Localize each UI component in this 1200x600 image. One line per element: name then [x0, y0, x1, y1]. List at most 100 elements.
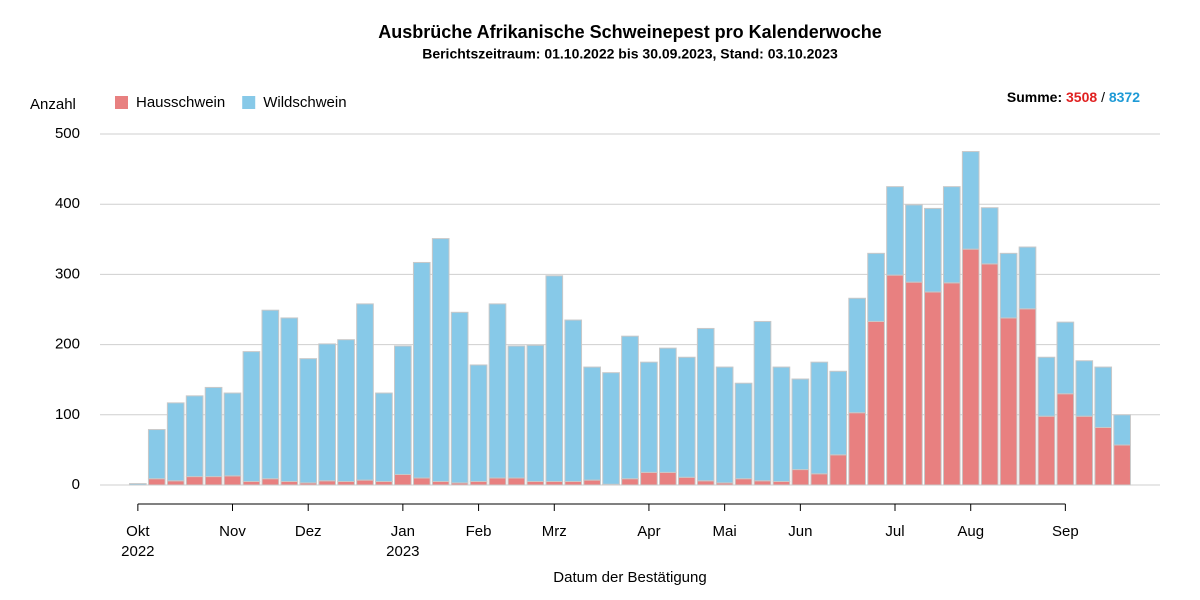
bar-segment — [961, 151, 980, 250]
bar-segment — [848, 297, 866, 414]
bar-segment — [924, 291, 942, 486]
bar-segment — [980, 207, 999, 265]
bar-segment — [848, 412, 866, 486]
x-tick-label-line: Dez — [295, 523, 322, 540]
summary: Summe: 3508 / 8372 — [1007, 89, 1140, 105]
bar-segment — [431, 238, 450, 482]
y-tick-label: 500 — [55, 125, 80, 142]
x-tick-label: Nov — [219, 523, 246, 540]
x-tick-label-line: 2022 — [121, 543, 154, 560]
x-tick-label: Okt 2022 — [121, 523, 154, 560]
bar-segment — [147, 429, 166, 480]
bar-segment — [1056, 393, 1075, 486]
bar-segment — [1037, 415, 1056, 486]
x-tick-label: Jan 2023 — [386, 523, 419, 560]
bar-segment — [223, 475, 242, 486]
bar-segment — [1075, 360, 1094, 417]
y-tick-label: 100 — [55, 406, 80, 423]
bar-segment — [412, 261, 431, 479]
bar-segment — [147, 478, 166, 486]
bar-segment — [602, 372, 620, 485]
x-tick-label: Dez — [295, 523, 322, 540]
bar-segment — [318, 480, 336, 486]
x-tick-label: Feb — [466, 523, 492, 540]
bar-segment — [1075, 415, 1094, 486]
bar-segment — [829, 370, 848, 456]
bar-segment — [280, 317, 299, 482]
x-tick-label-line: 2023 — [386, 543, 419, 560]
bar-segment — [526, 344, 545, 482]
bar-segment — [204, 386, 223, 478]
bar-segment — [450, 311, 469, 484]
x-tick-label: Apr — [637, 523, 660, 540]
bar-segment — [942, 282, 961, 486]
bar-segment — [242, 351, 261, 482]
bar-segment — [867, 320, 885, 486]
bar-segment — [394, 473, 412, 486]
x-tick-label: Jul — [885, 523, 904, 540]
bar-segment — [696, 480, 715, 486]
x-tick-label-line: Jul — [885, 523, 904, 540]
bar-segment — [488, 303, 507, 479]
bar-segment — [696, 327, 715, 482]
y-tick-label: 0 — [72, 476, 80, 493]
bar-segment — [905, 281, 923, 486]
bar-segment — [545, 480, 564, 486]
x-tick-label-line: Jan — [391, 523, 415, 540]
legend-label: Hausschwein — [136, 94, 225, 111]
x-tick-label: Aug — [957, 523, 984, 540]
x-tick-label-line: Sep — [1052, 523, 1079, 540]
bar-segment — [942, 186, 961, 284]
bar-segment — [299, 358, 318, 484]
bar-segment — [640, 361, 658, 473]
x-tick-label-line: Jun — [788, 523, 812, 540]
x-tick-label-line: Okt — [126, 523, 150, 540]
bar-segment — [375, 392, 393, 482]
legend-swatch — [115, 96, 128, 109]
bar-segment — [621, 335, 639, 480]
bar-segment — [356, 303, 374, 481]
bar-segment — [469, 480, 488, 486]
bar-segment — [980, 263, 999, 486]
bar-segment — [659, 347, 677, 473]
bar-segment — [280, 480, 299, 486]
bar-segment — [886, 186, 904, 276]
bar-segment — [564, 480, 583, 486]
bar-segment — [166, 402, 185, 482]
bar-segment — [185, 476, 204, 486]
legend-swatch — [242, 96, 256, 109]
x-axis-label: Datum der Bestätigung — [553, 569, 706, 586]
bar-segment — [337, 339, 355, 482]
y-axis-label: Anzahl — [30, 96, 76, 113]
chart-title: Ausbrüche Afrikanische Schweinepest pro … — [378, 22, 881, 42]
bar-segment — [204, 476, 223, 486]
bar-segment — [564, 319, 583, 482]
bar-segment — [715, 366, 734, 484]
bar-segment — [867, 252, 885, 322]
bar-segment — [1018, 308, 1037, 486]
bar-segment — [583, 479, 601, 486]
bar-segment — [772, 366, 791, 482]
bar-segment — [924, 207, 942, 293]
bar-segment — [242, 480, 261, 486]
bar-segment — [999, 317, 1018, 486]
x-tick-label-line: Nov — [219, 523, 246, 540]
y-tick-label: 300 — [55, 265, 80, 282]
bar-segment — [318, 343, 336, 482]
bar-segment — [1094, 366, 1113, 428]
bar-segment — [488, 477, 507, 486]
x-tick-label-line: Mrz — [542, 523, 567, 540]
bar-segment — [1018, 246, 1037, 310]
bar-segment — [507, 345, 526, 479]
bar-segment — [734, 478, 753, 486]
bar-segment — [223, 392, 242, 477]
bar-segment — [677, 356, 696, 478]
x-tick-label: Sep — [1052, 523, 1079, 540]
summary-label: Summe: — [1007, 89, 1062, 105]
bar-segment — [810, 361, 829, 475]
chart-subtitle: Berichtszeitraum: 01.10.2022 bis 30.09.2… — [422, 46, 838, 62]
x-tick-label: Mai — [713, 523, 737, 540]
bar-segment — [961, 248, 980, 486]
bar-segment — [394, 345, 412, 475]
